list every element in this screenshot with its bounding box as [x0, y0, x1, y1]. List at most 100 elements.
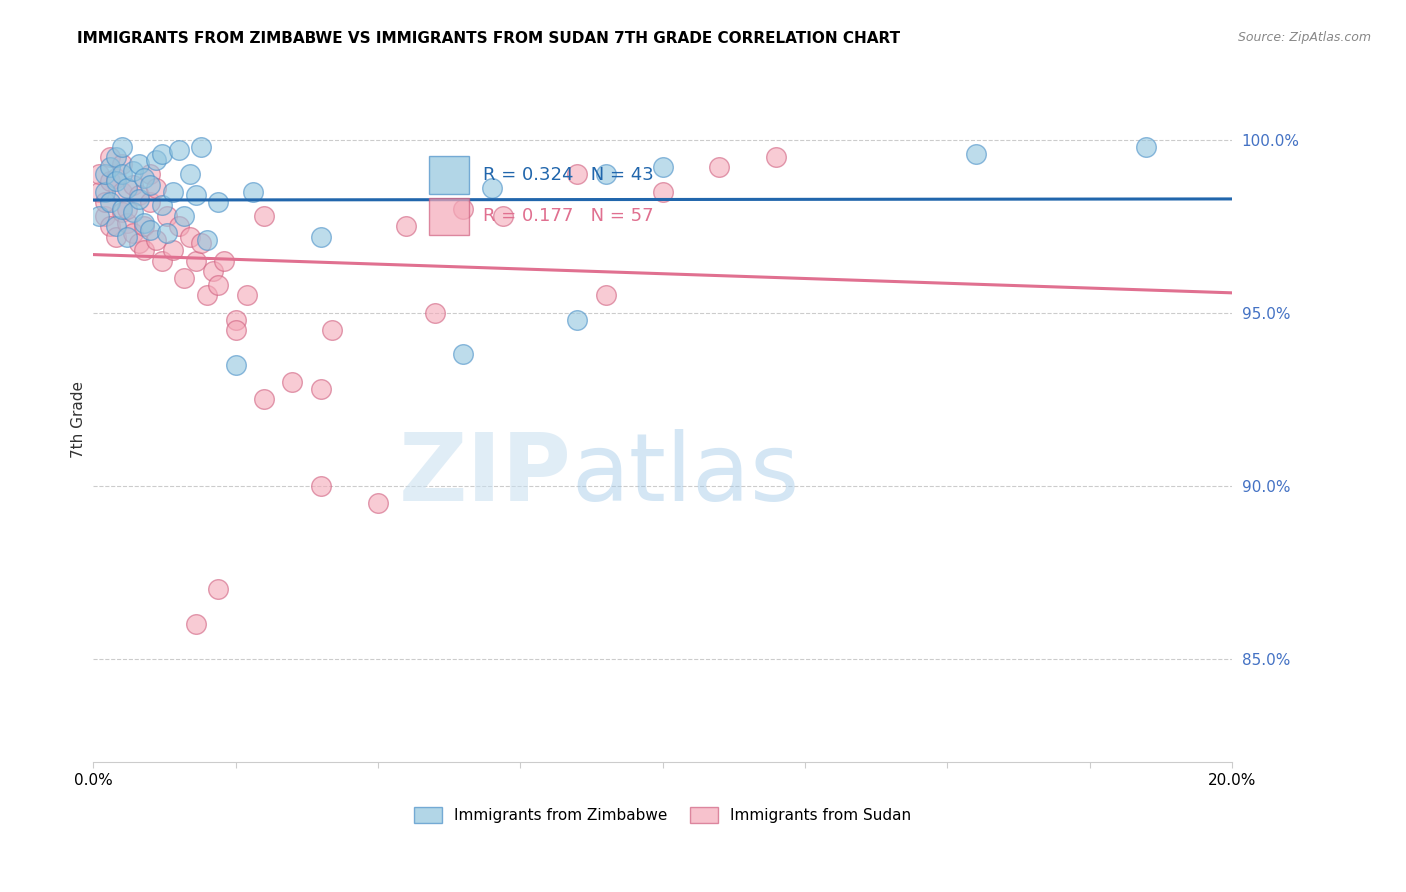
Point — [139, 167, 162, 181]
Point — [184, 253, 207, 268]
Point — [134, 219, 156, 234]
Point — [104, 150, 127, 164]
Point — [150, 198, 173, 212]
Text: R = 0.324   N = 43: R = 0.324 N = 43 — [482, 166, 654, 184]
Point — [128, 192, 150, 206]
Point — [492, 209, 515, 223]
Point — [145, 153, 167, 168]
Point — [651, 161, 673, 175]
Point — [173, 271, 195, 285]
Point — [167, 143, 190, 157]
Point — [87, 209, 110, 223]
Point — [128, 157, 150, 171]
Point — [321, 323, 343, 337]
Point — [117, 229, 139, 244]
Point — [128, 188, 150, 202]
Point — [145, 181, 167, 195]
Point — [98, 219, 121, 234]
Point — [87, 185, 110, 199]
Text: IMMIGRANTS FROM ZIMBABWE VS IMMIGRANTS FROM SUDAN 7TH GRADE CORRELATION CHART: IMMIGRANTS FROM ZIMBABWE VS IMMIGRANTS F… — [77, 31, 900, 46]
Point — [98, 161, 121, 175]
Point — [93, 185, 115, 199]
Point — [1135, 139, 1157, 153]
Point — [104, 219, 127, 234]
Point — [451, 202, 474, 216]
Point — [309, 382, 332, 396]
Point — [253, 392, 276, 407]
Point — [98, 174, 121, 188]
Point — [122, 205, 145, 219]
Bar — [429, 156, 470, 194]
Point — [111, 205, 134, 219]
Point — [212, 253, 235, 268]
Point — [367, 496, 389, 510]
Point — [190, 139, 212, 153]
Text: Source: ZipAtlas.com: Source: ZipAtlas.com — [1237, 31, 1371, 45]
Point — [481, 181, 503, 195]
Bar — [429, 198, 470, 235]
Point — [253, 209, 276, 223]
Point — [225, 358, 247, 372]
Point — [117, 216, 139, 230]
Text: ZIP: ZIP — [398, 429, 571, 521]
Point — [98, 150, 121, 164]
Point — [309, 478, 332, 492]
Point — [111, 185, 134, 199]
Point — [111, 157, 134, 171]
Point — [122, 226, 145, 240]
Point — [139, 222, 162, 236]
Point — [93, 167, 115, 181]
Point — [184, 617, 207, 632]
Point — [651, 185, 673, 199]
Point — [98, 194, 121, 209]
Point — [134, 170, 156, 185]
Point — [162, 185, 184, 199]
Point — [423, 306, 446, 320]
Point — [117, 181, 139, 195]
Point — [128, 236, 150, 251]
Legend: Immigrants from Zimbabwe, Immigrants from Sudan: Immigrants from Zimbabwe, Immigrants fro… — [415, 807, 911, 823]
Point — [395, 219, 418, 234]
Point — [104, 170, 127, 185]
Point — [150, 253, 173, 268]
Point — [281, 375, 304, 389]
Text: R = 0.177   N = 57: R = 0.177 N = 57 — [482, 208, 654, 226]
Point — [93, 209, 115, 223]
Point — [595, 167, 617, 181]
Point — [225, 323, 247, 337]
Point — [156, 226, 179, 240]
Point — [184, 188, 207, 202]
Point — [145, 233, 167, 247]
Point — [595, 288, 617, 302]
Point — [104, 174, 127, 188]
Point — [225, 312, 247, 326]
Point — [150, 146, 173, 161]
Point — [965, 146, 987, 161]
Point — [201, 264, 224, 278]
Point — [117, 202, 139, 216]
Point — [236, 288, 259, 302]
Point — [93, 194, 115, 209]
Point — [167, 219, 190, 234]
Y-axis label: 7th Grade: 7th Grade — [72, 382, 86, 458]
Point — [565, 167, 588, 181]
Point — [122, 164, 145, 178]
Point — [451, 347, 474, 361]
Point — [765, 150, 787, 164]
Point — [179, 167, 201, 181]
Point — [104, 229, 127, 244]
Point — [190, 236, 212, 251]
Point — [179, 229, 201, 244]
Point — [207, 278, 229, 293]
Point — [709, 161, 731, 175]
Point — [111, 202, 134, 216]
Point — [156, 209, 179, 223]
Point — [565, 312, 588, 326]
Point — [195, 288, 218, 302]
Point — [122, 178, 145, 192]
Point — [134, 216, 156, 230]
Point — [139, 178, 162, 192]
Point — [134, 244, 156, 258]
Point — [195, 233, 218, 247]
Point — [242, 185, 264, 199]
